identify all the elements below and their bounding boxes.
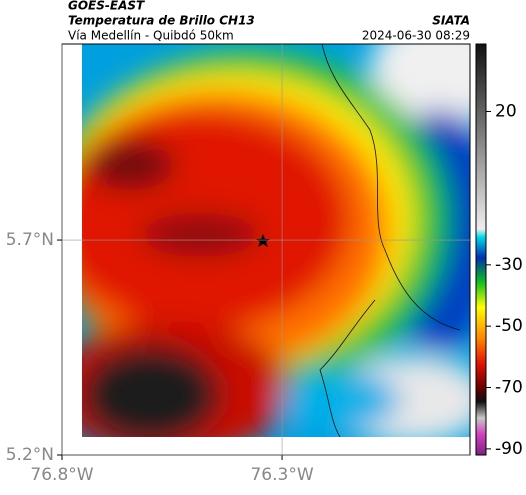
location: Vía Medellín - Quibdó 50km [68,29,234,43]
subtitle: Temperatura de Brillo CH13 [68,14,255,28]
x-tick-label: 76.3°W [250,465,313,485]
x-tick-label: 76.8°W [30,465,93,485]
colorbar-tick-label: -70 [495,378,523,398]
y-tick-label: 5.7°N [6,230,54,250]
coastline [319,44,461,437]
satellite-image [82,44,470,437]
timestamp: 2024-06-30 08:29 [362,29,470,43]
colorbar-tick-label: 20 [495,101,517,121]
location-marker [256,234,270,247]
source: SIATA [432,14,470,28]
colorbar-tick-label: -30 [495,255,523,275]
y-tick-label: 5.2°N [6,445,54,465]
title: GOES-EAST [68,0,145,13]
colorbar-tick-label: -90 [495,439,523,459]
colorbar-tick-label: -50 [495,316,523,336]
colorbar [475,43,487,456]
